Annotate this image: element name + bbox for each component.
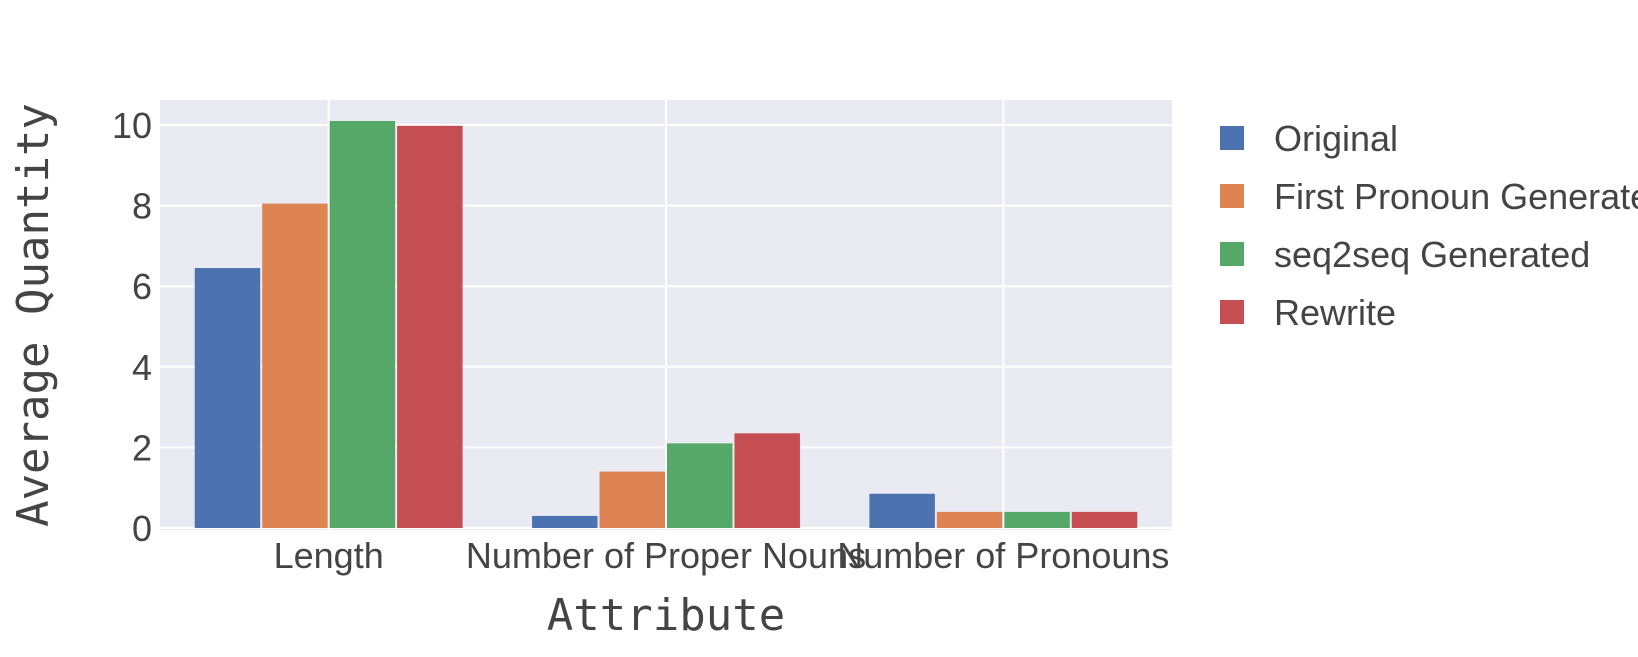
y-tick-label: 8 xyxy=(132,186,152,227)
y-tick-label: 10 xyxy=(112,105,152,146)
legend-label: Original xyxy=(1274,118,1398,159)
y-tick-label: 0 xyxy=(132,508,152,549)
bar-rewrite xyxy=(734,433,800,528)
bar-seq2seq-generated xyxy=(1004,511,1070,528)
legend-swatch xyxy=(1220,300,1244,324)
legend-swatch xyxy=(1220,126,1244,150)
bar-rewrite xyxy=(1071,511,1138,528)
bar-rewrite xyxy=(397,125,463,528)
bar-first-pronoun-generated xyxy=(936,511,1003,528)
y-tick-label: 2 xyxy=(132,427,152,468)
bar-original xyxy=(194,268,261,528)
bar-first-pronoun-generated xyxy=(599,471,665,528)
bar-original xyxy=(532,515,598,528)
y-tick-labels: 0 2 4 6 8 10 xyxy=(112,105,152,549)
bar-first-pronoun-generated xyxy=(262,203,328,528)
x-axis-title: Attribute xyxy=(547,590,785,641)
bars xyxy=(194,120,1138,528)
x-tick-label: Number of Pronouns xyxy=(837,535,1169,576)
legend-label: Rewrite xyxy=(1274,292,1396,333)
bar-original xyxy=(869,493,935,528)
bar-seq2seq-generated xyxy=(667,443,733,528)
legend: Original First Pronoun Generated seq2seq G… xyxy=(1220,118,1638,333)
legend-label: First Pronoun Generated xyxy=(1274,176,1638,217)
gridlines xyxy=(160,100,1172,530)
legend-swatch xyxy=(1220,242,1244,266)
x-tick-label: Length xyxy=(274,535,384,576)
y-axis-title: Average Quantity xyxy=(8,103,59,527)
legend-swatch xyxy=(1220,184,1244,208)
y-tick-label: 4 xyxy=(132,347,152,388)
legend-label: seq2seq Generated xyxy=(1274,234,1590,275)
x-tick-label: Number of Proper Nouns xyxy=(466,535,866,576)
y-tick-label: 6 xyxy=(132,266,152,307)
bar-seq2seq-generated xyxy=(329,120,396,528)
